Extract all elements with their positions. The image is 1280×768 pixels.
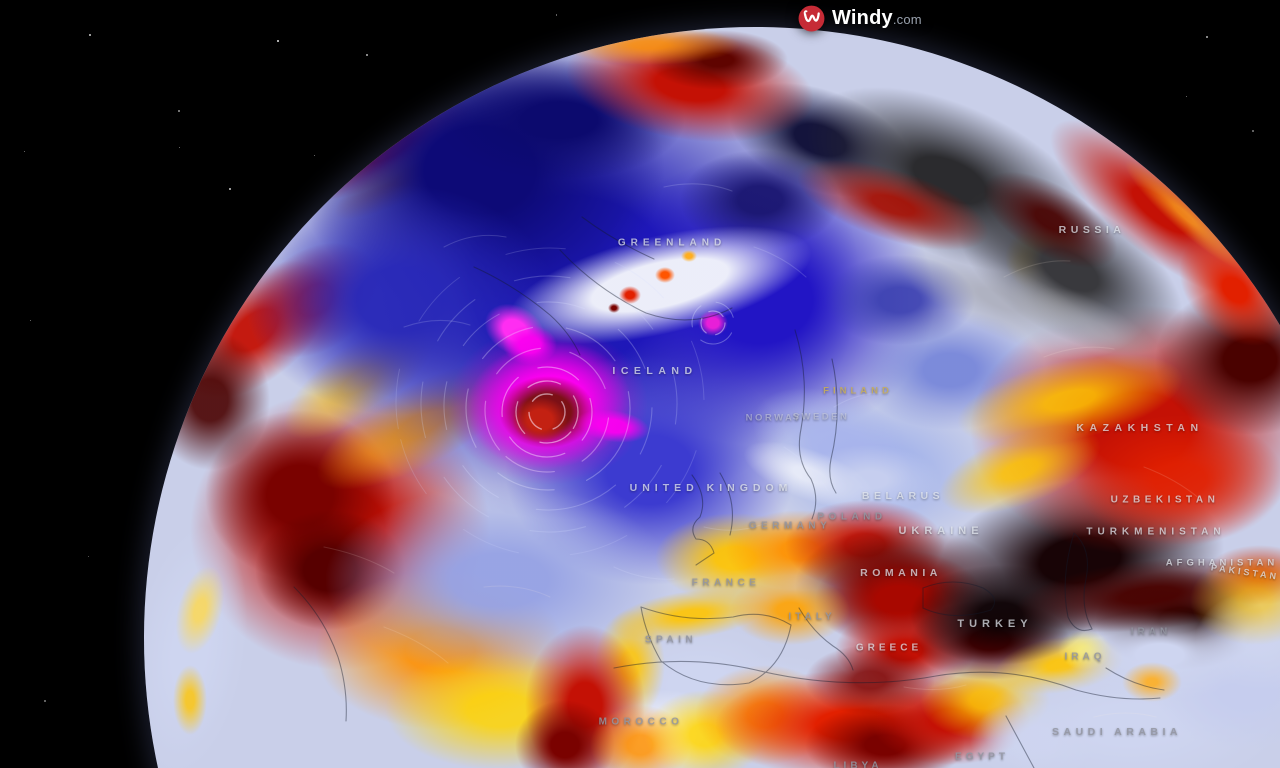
heat-blob — [655, 267, 675, 283]
heat-blob — [681, 250, 697, 262]
heat-blob — [1122, 662, 1182, 702]
star — [229, 188, 231, 190]
brand-tld: .com — [892, 12, 922, 27]
heat-blob — [805, 645, 935, 715]
brand-name: Windy — [832, 7, 893, 29]
heat-blob — [512, 397, 568, 443]
heat-blob — [1075, 415, 1280, 545]
star — [88, 556, 89, 557]
star — [178, 110, 180, 112]
heat-blob — [698, 310, 728, 336]
star — [1186, 96, 1187, 97]
star — [277, 40, 279, 42]
star — [89, 34, 91, 36]
heat-blob — [619, 286, 641, 304]
heat-blob — [730, 575, 850, 645]
star — [556, 14, 557, 16]
windy-logo-text: Windy.com — [832, 7, 922, 30]
heat-blob — [503, 325, 557, 365]
heat-blob — [150, 330, 270, 470]
star — [24, 151, 25, 152]
heat-blob — [608, 303, 620, 313]
windy-logo[interactable]: Windy.com — [798, 5, 922, 32]
heat-blob — [173, 665, 207, 735]
star — [179, 147, 180, 148]
star — [30, 320, 31, 321]
globe-map[interactable] — [144, 27, 1280, 768]
star — [1252, 130, 1254, 132]
star — [44, 700, 46, 702]
windy-logo-icon — [798, 5, 825, 32]
star — [1206, 36, 1208, 38]
